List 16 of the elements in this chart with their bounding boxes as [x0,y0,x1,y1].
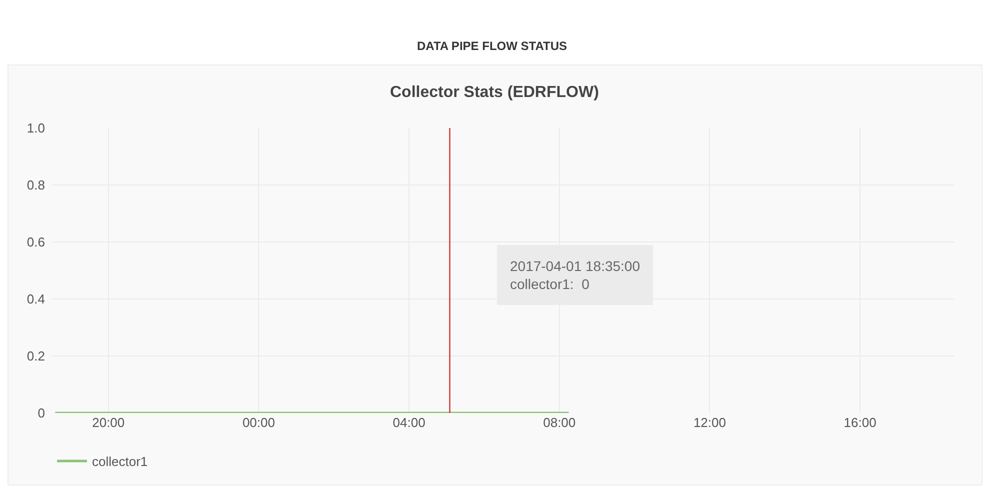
y-tick-label: 0.2 [26,348,45,364]
x-tick-label: 00:00 [242,415,275,430]
y-tick-label: 0.8 [26,178,45,193]
chart-subtitle: Collector Stats (EDRFLOW) [390,84,599,101]
legend-label: collector1 [92,454,148,470]
annotation: 2017-04-01 18:35:00 collector1: 0 [510,258,640,292]
x-tick-label: 04:00 [392,415,426,430]
y-tick-label: 1.0 [26,120,45,136]
y-tick-label: 0 [38,406,45,421]
y-tick-label: 0.4 [26,292,45,307]
x-tick-label: 08:00 [543,415,576,430]
chart-title: DATA PIPE FLOW STATUS [417,39,567,54]
x-tick-label: 12:00 [693,415,726,430]
y-tick-label: 0.6 [26,234,45,250]
x-tick-label: 16:00 [844,415,876,430]
x-tick-label: 20:00 [92,415,125,430]
